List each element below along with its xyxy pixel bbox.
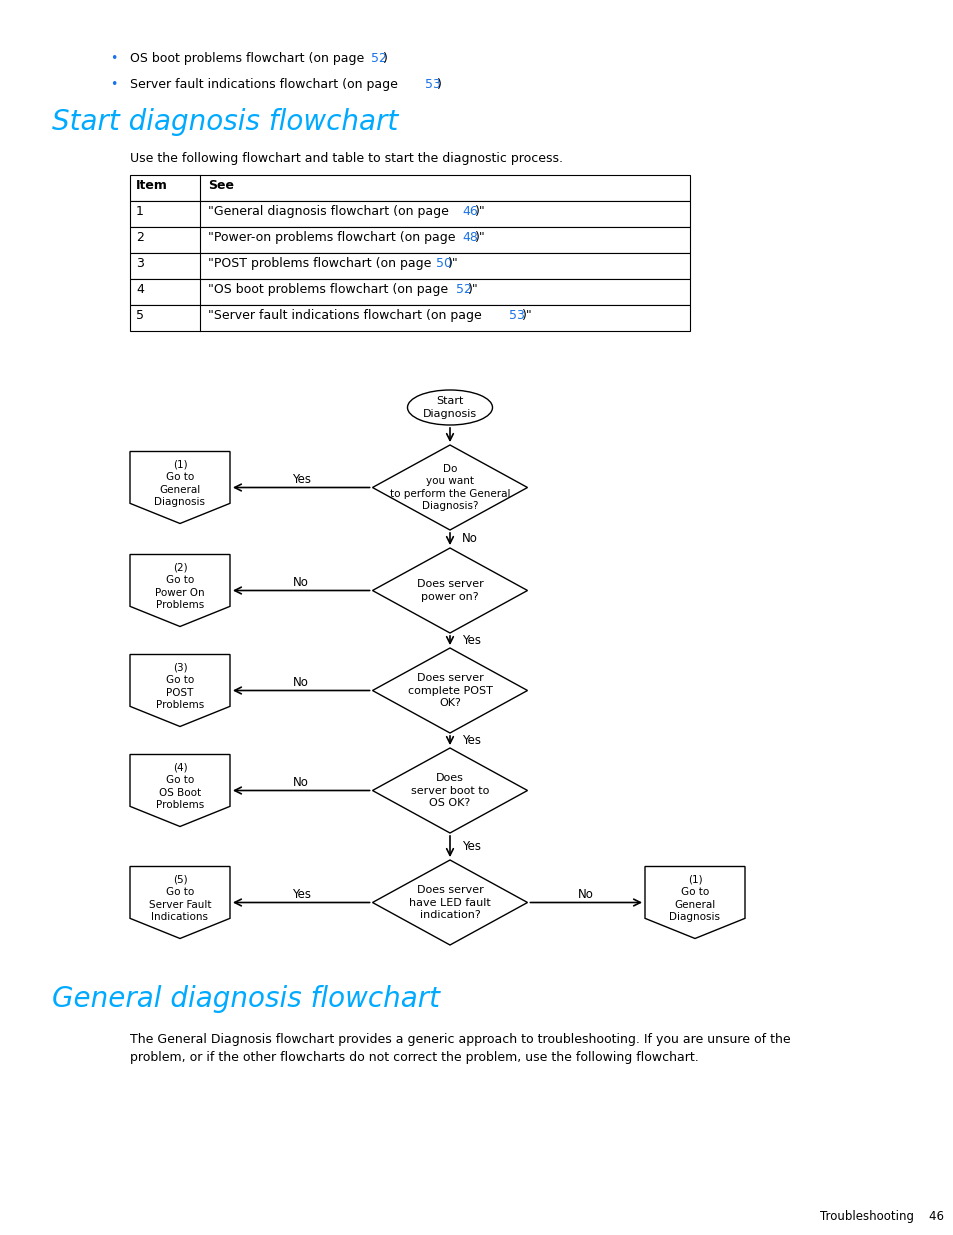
Text: "Power-on problems flowchart (on page: "Power-on problems flowchart (on page — [208, 231, 459, 245]
Text: )": )" — [467, 283, 478, 296]
Text: 53: 53 — [509, 309, 525, 322]
Text: "General diagnosis flowchart (on page: "General diagnosis flowchart (on page — [208, 205, 453, 219]
Text: 2: 2 — [136, 231, 144, 245]
Polygon shape — [372, 860, 527, 945]
Text: Yes: Yes — [461, 734, 480, 747]
Text: "OS boot problems flowchart (on page: "OS boot problems flowchart (on page — [208, 283, 452, 296]
Text: (4)
Go to
OS Boot
Problems: (4) Go to OS Boot Problems — [155, 763, 204, 810]
Text: •: • — [110, 52, 117, 65]
Text: )": )" — [447, 257, 458, 270]
Text: problem, or if the other flowcharts do not correct the problem, use the followin: problem, or if the other flowcharts do n… — [130, 1051, 698, 1065]
Text: (5)
Go to
Server Fault
Indications: (5) Go to Server Fault Indications — [149, 874, 211, 923]
Text: ): ) — [436, 78, 441, 91]
Text: 52: 52 — [456, 283, 472, 296]
Text: Yes: Yes — [461, 634, 480, 647]
Ellipse shape — [407, 390, 492, 425]
Text: 53: 53 — [424, 78, 440, 91]
Text: OS boot problems flowchart (on page: OS boot problems flowchart (on page — [130, 52, 368, 65]
Text: No: No — [293, 576, 309, 589]
Text: ): ) — [383, 52, 388, 65]
Polygon shape — [130, 452, 230, 524]
Text: 52: 52 — [371, 52, 387, 65]
Text: No: No — [293, 776, 309, 789]
Text: Yes: Yes — [292, 473, 311, 487]
Polygon shape — [372, 748, 527, 832]
Text: Does server
power on?: Does server power on? — [416, 579, 483, 601]
Text: Yes: Yes — [461, 840, 480, 853]
Text: (1)
Go to
General
Diagnosis: (1) Go to General Diagnosis — [154, 459, 205, 508]
Polygon shape — [130, 867, 230, 939]
Text: Use the following flowchart and table to start the diagnostic process.: Use the following flowchart and table to… — [130, 152, 562, 165]
Bar — [130, 253, 689, 279]
Text: (2)
Go to
Power On
Problems: (2) Go to Power On Problems — [155, 563, 205, 610]
Text: 46: 46 — [462, 205, 477, 219]
Text: No: No — [293, 676, 309, 689]
Polygon shape — [372, 548, 527, 634]
Text: No: No — [578, 888, 594, 902]
Text: 1: 1 — [136, 205, 144, 219]
Text: Item: Item — [136, 179, 168, 191]
Text: Does server
have LED fault
indication?: Does server have LED fault indication? — [409, 885, 491, 920]
Polygon shape — [372, 648, 527, 734]
Text: 48: 48 — [462, 231, 478, 245]
Text: Start
Diagnosis: Start Diagnosis — [422, 396, 476, 419]
Text: 5: 5 — [136, 309, 144, 322]
Text: 3: 3 — [136, 257, 144, 270]
Text: )": )" — [474, 205, 485, 219]
Bar — [130, 305, 689, 331]
Bar — [130, 201, 689, 227]
Text: •: • — [110, 78, 117, 91]
Text: (3)
Go to
POST
Problems: (3) Go to POST Problems — [155, 663, 204, 710]
Polygon shape — [372, 445, 527, 530]
Text: Does server
complete POST
OK?: Does server complete POST OK? — [407, 673, 492, 708]
Text: (1)
Go to
General
Diagnosis: (1) Go to General Diagnosis — [669, 874, 720, 923]
Text: Troubleshooting    46: Troubleshooting 46 — [820, 1210, 943, 1223]
Bar — [130, 227, 689, 253]
Polygon shape — [644, 867, 744, 939]
Text: General diagnosis flowchart: General diagnosis flowchart — [52, 986, 439, 1013]
Text: )": )" — [474, 231, 485, 245]
Polygon shape — [130, 755, 230, 826]
Text: 50: 50 — [436, 257, 452, 270]
Bar — [130, 279, 689, 305]
Polygon shape — [130, 655, 230, 726]
Text: Does
server boot to
OS OK?: Does server boot to OS OK? — [411, 773, 489, 808]
Text: See: See — [208, 179, 233, 191]
Text: Do
you want
to perform the General
Diagnosis?: Do you want to perform the General Diagn… — [390, 464, 510, 511]
Text: Yes: Yes — [292, 888, 311, 902]
Text: )": )" — [521, 309, 532, 322]
Bar — [130, 175, 689, 201]
Text: The General Diagnosis flowchart provides a generic approach to troubleshooting. : The General Diagnosis flowchart provides… — [130, 1032, 790, 1046]
Text: Start diagnosis flowchart: Start diagnosis flowchart — [52, 107, 397, 136]
Polygon shape — [130, 555, 230, 626]
Text: No: No — [461, 532, 477, 546]
Text: "POST problems flowchart (on page: "POST problems flowchart (on page — [208, 257, 435, 270]
Text: Server fault indications flowchart (on page: Server fault indications flowchart (on p… — [130, 78, 401, 91]
Text: "Server fault indications flowchart (on page: "Server fault indications flowchart (on … — [208, 309, 485, 322]
Text: 4: 4 — [136, 283, 144, 296]
